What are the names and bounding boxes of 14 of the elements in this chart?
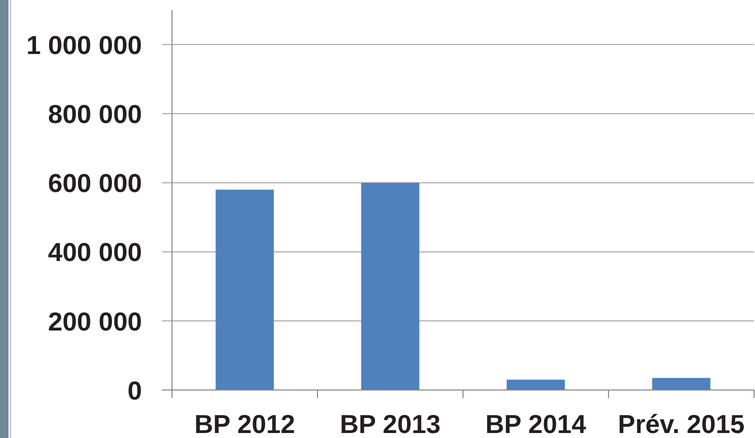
bar bbox=[216, 190, 274, 390]
y-tick-label: 0 bbox=[128, 375, 142, 406]
y-tick-label: 400 000 bbox=[48, 237, 142, 268]
y-tick-label: 800 000 bbox=[48, 98, 142, 129]
x-tick-label: BP 2012 bbox=[194, 409, 296, 438]
bar bbox=[361, 182, 420, 390]
x-tick-label: Prév. 2015 bbox=[618, 409, 745, 438]
y-tick-label: 600 000 bbox=[48, 168, 142, 198]
y-tick-label: 200 000 bbox=[48, 306, 142, 336]
x-tick-label: BP 2014 bbox=[485, 409, 587, 438]
x-tick-label: BP 2013 bbox=[340, 409, 441, 438]
bar bbox=[652, 378, 710, 390]
y-tick-label: 1 000 000 bbox=[26, 30, 142, 60]
bar bbox=[506, 380, 565, 390]
